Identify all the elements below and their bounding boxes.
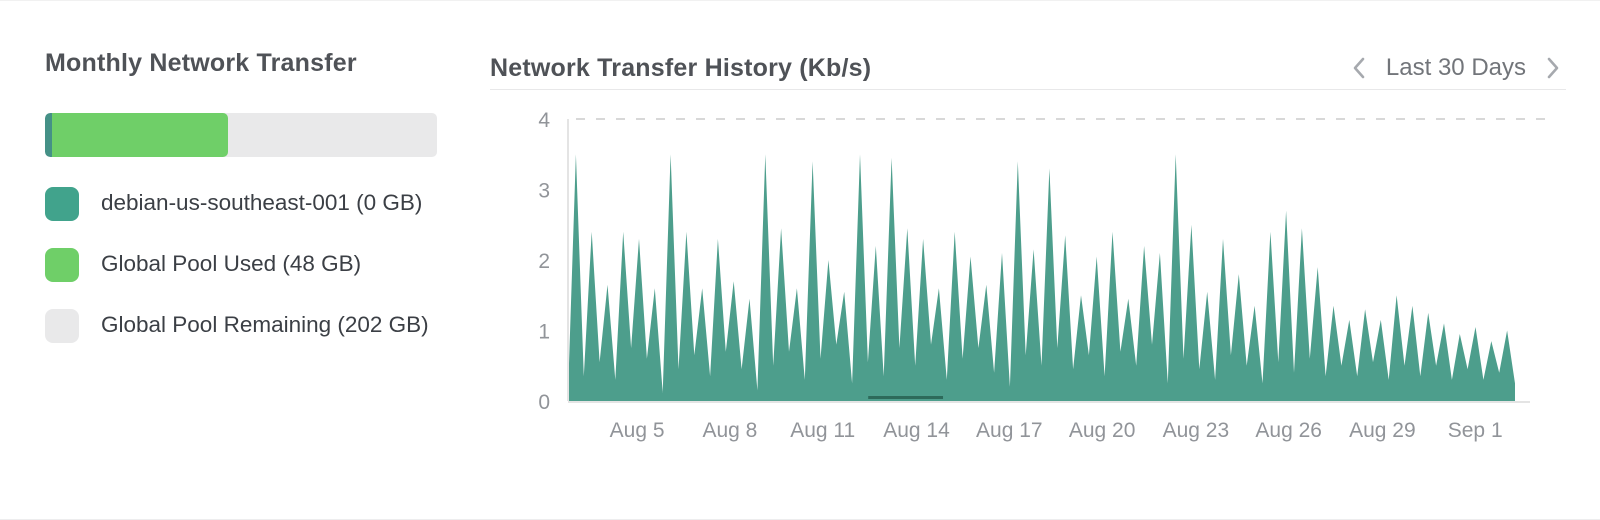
svg-text:4: 4 <box>538 109 550 132</box>
network-transfer-history-chart: 0 1 2 3 4 Aug 5 Aug 8 Aug 11 Aug 14 Aug 17 Aug 20 A… <box>538 109 1550 442</box>
svg-text:Aug 20: Aug 20 <box>1069 419 1136 442</box>
svg-text:0: 0 <box>538 391 550 414</box>
svg-text:Aug 14: Aug 14 <box>883 419 950 442</box>
next-range-button[interactable] <box>1540 49 1566 87</box>
svg-text:1: 1 <box>538 321 550 344</box>
svg-text:Aug 5: Aug 5 <box>610 419 665 442</box>
host-swatch-icon <box>45 187 79 221</box>
legend-item-host: debian-us-southeast-001 (0 GB) <box>45 187 480 221</box>
svg-text:Aug 8: Aug 8 <box>702 419 757 442</box>
range-label: Last 30 Days <box>1385 54 1526 81</box>
svg-text:Aug 26: Aug 26 <box>1255 419 1322 442</box>
usage-bar-used-segment <box>52 113 229 157</box>
network-history-panel: Network Transfer History (Kb/s) Last 30 … <box>490 1 1566 519</box>
chart-header: Network Transfer History (Kb/s) Last 30 … <box>490 49 1566 87</box>
chevron-left-icon <box>1353 57 1365 79</box>
legend-host-label: debian-us-southeast-001 (0 GB) <box>101 190 423 215</box>
svg-text:Sep 1: Sep 1 <box>1448 419 1503 442</box>
history-chart-area: 0 1 2 3 4 Aug 5 Aug 8 Aug 11 Aug 14 Aug 17 Aug 20 A… <box>490 96 1566 471</box>
svg-text:Aug 11: Aug 11 <box>790 419 855 442</box>
legend-pool-remaining-label: Global Pool Remaining (202 GB) <box>101 312 429 337</box>
pool-used-swatch-icon <box>45 248 79 282</box>
svg-text:Aug 17: Aug 17 <box>976 419 1043 442</box>
legend-item-pool-remaining: Global Pool Remaining (202 GB) <box>45 309 480 343</box>
transfer-usage-bar <box>45 113 437 157</box>
chevron-right-icon <box>1547 57 1559 79</box>
header-divider <box>490 89 1566 90</box>
time-range-selector[interactable]: Last 30 Days <box>1346 49 1566 87</box>
svg-text:3: 3 <box>538 180 550 203</box>
usage-bar-host-segment <box>45 113 53 157</box>
svg-text:2: 2 <box>538 250 550 273</box>
monthly-transfer-title: Monthly Network Transfer <box>45 49 357 77</box>
pool-remaining-swatch-icon <box>45 309 79 343</box>
legend-item-pool-used: Global Pool Used (48 GB) <box>45 248 480 282</box>
transfer-legend: debian-us-southeast-001 (0 GB) Global Po… <box>45 187 480 343</box>
legend-pool-used-label: Global Pool Used (48 GB) <box>101 251 362 276</box>
monthly-network-transfer-panel: Monthly Network Transfer debian-us-south… <box>45 49 480 370</box>
history-chart-title: Network Transfer History (Kb/s) <box>490 53 872 82</box>
previous-range-button[interactable] <box>1346 49 1372 87</box>
svg-text:Aug 23: Aug 23 <box>1163 419 1230 442</box>
svg-text:Aug 29: Aug 29 <box>1349 419 1416 442</box>
